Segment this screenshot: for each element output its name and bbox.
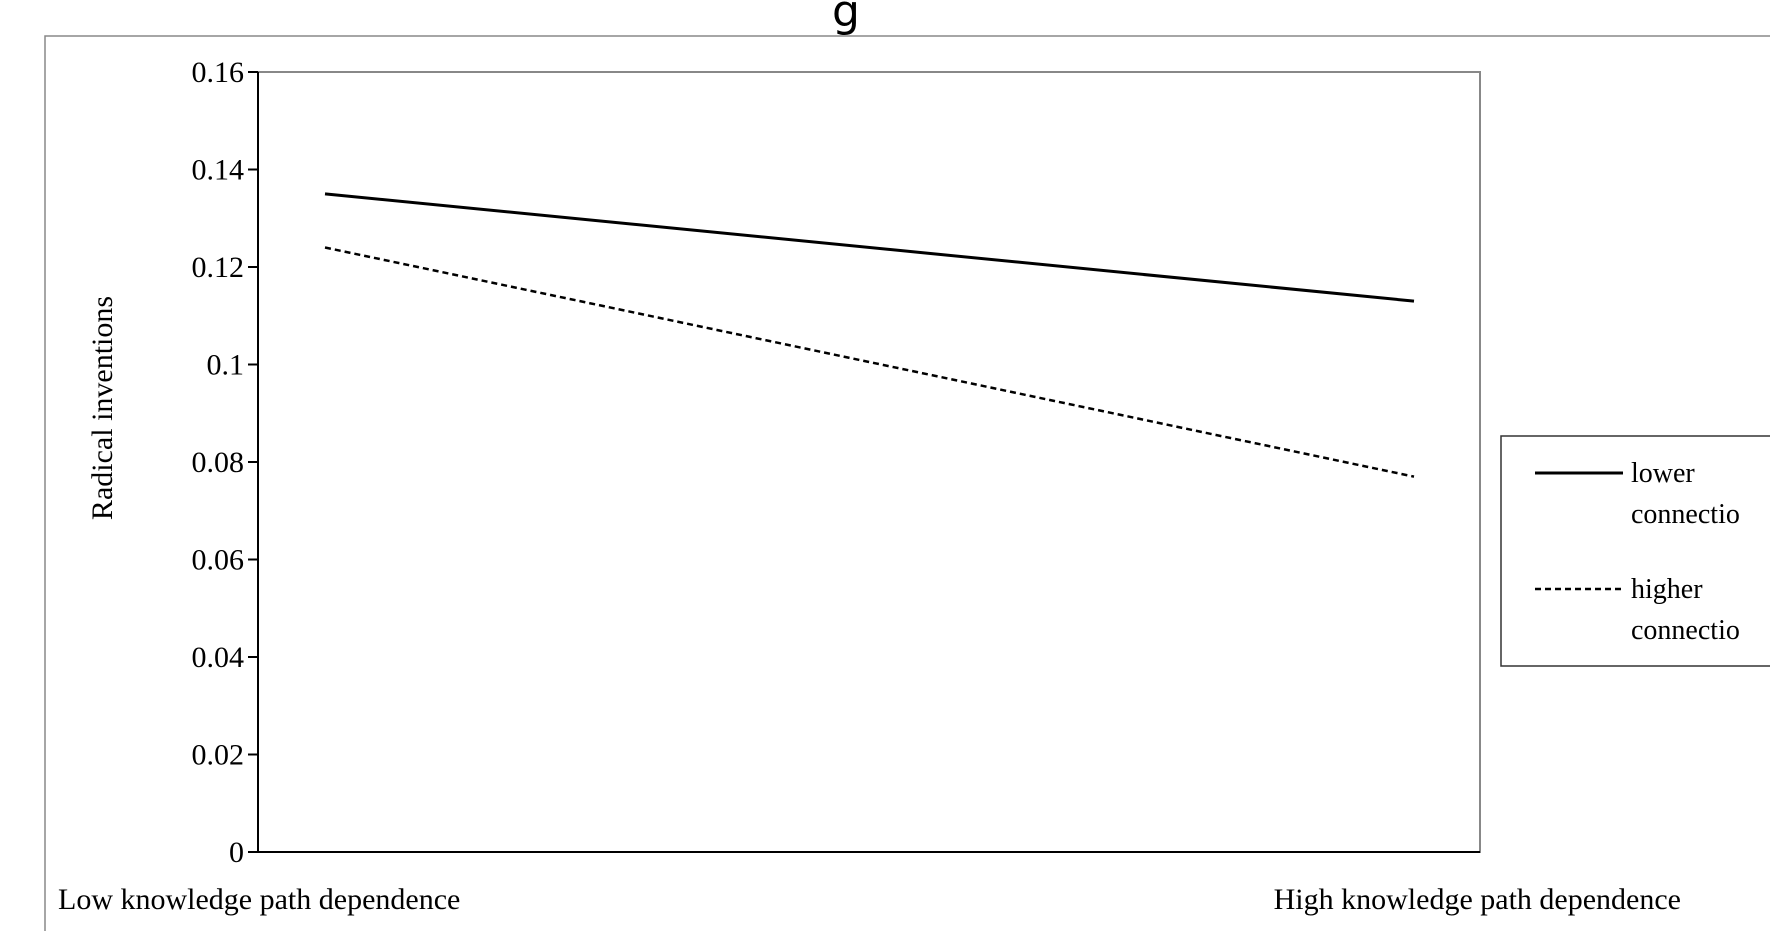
y-tick-label: 0.12 bbox=[192, 251, 245, 284]
y-ticks bbox=[248, 71, 258, 853]
y-tick-label: 0.02 bbox=[192, 739, 245, 772]
series-lines bbox=[324, 192, 1415, 478]
y-tick-label: 0.04 bbox=[192, 641, 245, 674]
y-tick-label: 0 bbox=[229, 836, 244, 869]
y-tick-label: 0.1 bbox=[207, 349, 245, 382]
clipped-title-fragment: g bbox=[832, 0, 860, 37]
legend-label-higher-line1: higher bbox=[1631, 574, 1703, 605]
chart-area-frame bbox=[44, 35, 1770, 931]
series-line-higher bbox=[324, 246, 1415, 478]
legend-label-lower-line1: lower bbox=[1631, 458, 1695, 489]
y-axis-title: Radical inventions bbox=[86, 296, 119, 520]
plot-area bbox=[257, 71, 1481, 853]
y-tick-label: 0.16 bbox=[192, 56, 245, 89]
series-line-lower bbox=[324, 192, 1415, 303]
x-category-label-high: High knowledge path dependence bbox=[1274, 883, 1681, 916]
legend-label-lower-line2: connectio bbox=[1631, 499, 1740, 530]
y-tick-label: 0.14 bbox=[192, 154, 245, 187]
y-tick-labels: 0 0.02 0.04 0.06 0.08 0.1 0.12 0.14 0.16 bbox=[192, 56, 245, 869]
legend-label-higher-line2: connectio bbox=[1631, 615, 1740, 646]
y-tick-label: 0.08 bbox=[192, 446, 245, 479]
y-tick-label: 0.06 bbox=[192, 544, 245, 577]
x-category-label-low: Low knowledge path dependence bbox=[58, 883, 460, 916]
legend: lower connectio higher connectio bbox=[1500, 435, 1770, 667]
